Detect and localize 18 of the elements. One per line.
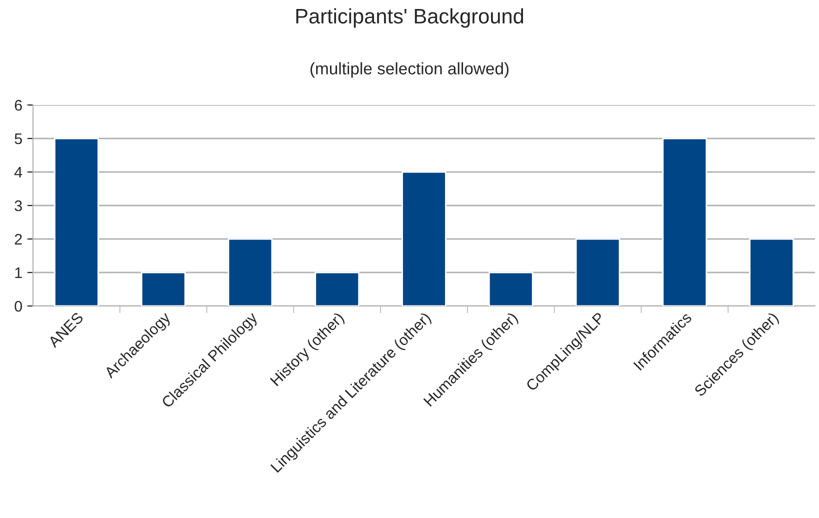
bar [140, 272, 186, 306]
y-tick-label: 6 [14, 100, 22, 111]
bar [488, 272, 534, 306]
chart-title: Participants' Background [296, 8, 524, 28]
bar [749, 238, 794, 306]
bar [402, 171, 446, 306]
y-tick-label: 1 [15, 268, 22, 278]
y-tick-label: 3 [14, 200, 22, 212]
y-tick-label: 0 [14, 300, 22, 312]
bar [228, 238, 273, 306]
chart-subtitle: (multiple selection allowed) [310, 62, 509, 78]
bar [575, 238, 620, 306]
y-tick-label: 2 [14, 234, 22, 245]
bar [54, 138, 99, 306]
y-tick-label: 4 [14, 167, 22, 178]
bar [662, 138, 708, 306]
y-tick-label: 5 [14, 134, 22, 144]
bar [314, 272, 360, 306]
